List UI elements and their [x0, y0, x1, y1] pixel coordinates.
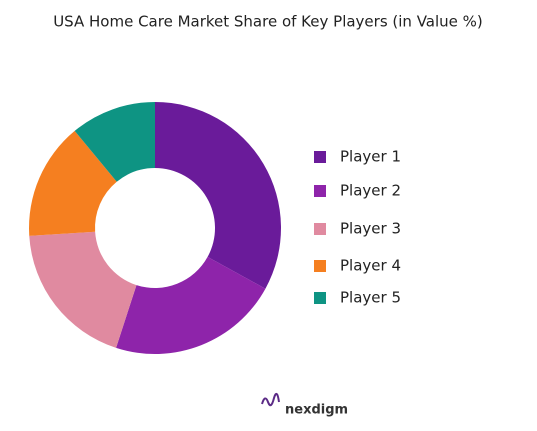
donut-slice: [116, 256, 266, 354]
legend-label: Player 3: [340, 220, 401, 238]
donut-slice: [155, 102, 282, 289]
legend-swatch: [314, 292, 326, 304]
legend-swatch: [314, 260, 326, 272]
donut-slice: [74, 102, 155, 182]
legend-swatch: [314, 151, 326, 163]
legend-label: Player 1: [340, 148, 401, 166]
brand-logo: [261, 392, 280, 407]
legend-label: Player 4: [340, 257, 401, 275]
donut-slice: [29, 130, 117, 236]
legend-label: Player 2: [340, 182, 401, 200]
brand-name: nexdigm: [285, 403, 348, 418]
legend-label: Player 5: [340, 289, 401, 307]
legend-swatch: [314, 223, 326, 235]
legend-swatch: [314, 185, 326, 197]
chart-title: USA Home Care Market Share of Key Player…: [53, 13, 483, 31]
donut-slice: [29, 231, 137, 348]
